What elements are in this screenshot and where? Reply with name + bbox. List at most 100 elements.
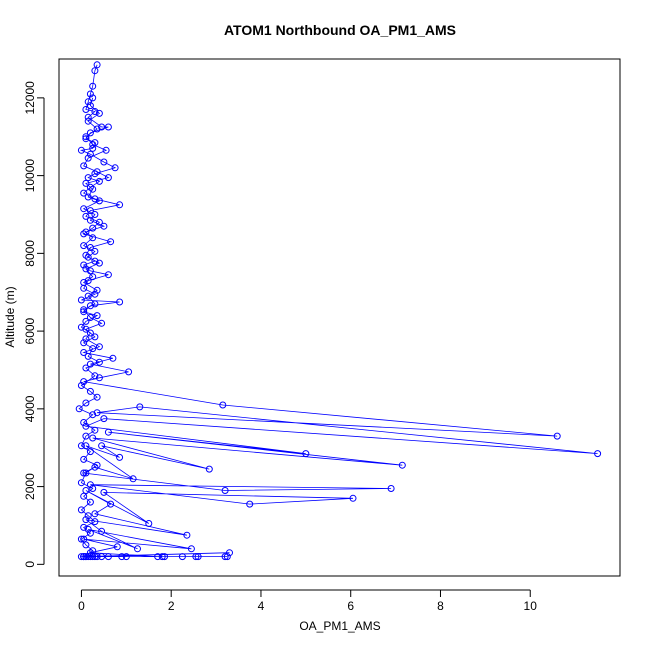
data-point — [246, 500, 254, 508]
data-point — [77, 442, 85, 450]
data-point — [80, 189, 88, 197]
data-point — [77, 296, 85, 304]
data-point — [91, 300, 99, 308]
data-point — [89, 224, 97, 232]
data-point — [86, 529, 94, 537]
y-tick-label: 6000 — [23, 317, 37, 344]
data-point — [89, 185, 97, 193]
data-point — [86, 387, 94, 395]
y-tick-label: 8000 — [23, 240, 37, 267]
data-point — [80, 261, 88, 269]
data-point — [82, 432, 90, 440]
data-point — [91, 108, 99, 115]
data-point — [104, 123, 112, 131]
data-point — [118, 553, 126, 561]
data-point — [77, 382, 85, 389]
x-tick-label: 4 — [258, 599, 265, 613]
data-point — [86, 314, 94, 321]
x-axis: 0 2 4 6 8 10 — [78, 589, 537, 613]
data-point — [77, 146, 85, 154]
data-point — [89, 547, 97, 555]
data-point — [84, 193, 92, 201]
data-point — [95, 109, 103, 117]
data-point — [95, 358, 103, 366]
data-point — [104, 428, 112, 436]
data-point — [91, 247, 99, 255]
data-point — [192, 553, 200, 561]
data-point — [91, 510, 99, 518]
data-series — [75, 94, 112, 561]
data-point — [100, 488, 108, 496]
data-point — [82, 265, 90, 273]
data-point — [89, 94, 97, 102]
y-tick-label: 10000 — [23, 159, 37, 193]
data-point — [77, 535, 85, 543]
data-point — [223, 553, 231, 561]
data-point — [89, 141, 97, 148]
series-line — [78, 97, 110, 557]
data-point — [86, 360, 94, 368]
data-point — [91, 290, 99, 298]
data-point — [95, 197, 103, 205]
data-point — [161, 553, 168, 561]
y-tick-label: 4000 — [23, 395, 37, 422]
data-point — [80, 455, 88, 463]
data-point — [82, 553, 90, 561]
data-point — [91, 426, 99, 434]
data-point — [98, 553, 106, 561]
data-point — [82, 469, 90, 477]
y-tick-label: 2000 — [23, 473, 37, 500]
y-tick-label: 0 — [23, 561, 37, 568]
data-point — [80, 349, 88, 356]
data-point — [116, 453, 124, 461]
data-point — [82, 106, 90, 113]
data-point — [302, 450, 310, 458]
data-point — [84, 117, 92, 125]
data-point — [80, 205, 88, 213]
data-point — [80, 230, 88, 238]
data-point — [80, 553, 88, 561]
data-point — [93, 409, 101, 417]
data-point — [111, 164, 119, 172]
data-point — [349, 494, 357, 502]
data-point — [104, 271, 112, 279]
data-point — [219, 401, 227, 409]
data-point — [91, 67, 99, 75]
data-point — [80, 242, 88, 250]
data-point — [86, 216, 94, 224]
data-point — [80, 469, 88, 477]
data-point — [80, 339, 88, 347]
x-tick-label: 0 — [78, 599, 85, 613]
x-tick-label: 2 — [168, 599, 175, 613]
data-point — [104, 174, 112, 182]
data-point — [107, 238, 115, 246]
data-point — [98, 527, 106, 535]
data-point — [91, 195, 99, 203]
data-point — [221, 487, 229, 494]
data-point — [82, 179, 90, 187]
data-point — [86, 448, 94, 456]
data-point — [84, 525, 92, 533]
data-point — [89, 273, 97, 281]
data-point — [84, 113, 92, 121]
data-point — [77, 506, 85, 514]
data-point — [86, 553, 94, 561]
data-point — [86, 329, 94, 337]
series-line — [80, 64, 598, 557]
data-point — [91, 211, 99, 218]
data-point — [100, 222, 108, 230]
data-point — [158, 553, 166, 561]
data-point — [122, 553, 130, 561]
plot-frame — [58, 58, 621, 577]
data-point — [82, 325, 90, 333]
data-point — [107, 500, 115, 508]
data-point — [82, 541, 90, 549]
data-point — [86, 302, 94, 310]
data-point — [93, 125, 101, 133]
data-point — [86, 183, 94, 191]
data-point — [89, 411, 97, 419]
data-point — [86, 129, 94, 137]
data-point — [77, 323, 85, 331]
data-point — [80, 523, 88, 531]
